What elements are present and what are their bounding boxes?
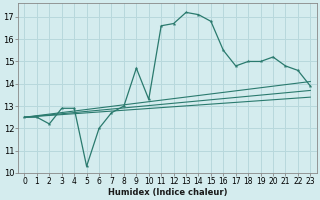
X-axis label: Humidex (Indice chaleur): Humidex (Indice chaleur) xyxy=(108,188,227,197)
